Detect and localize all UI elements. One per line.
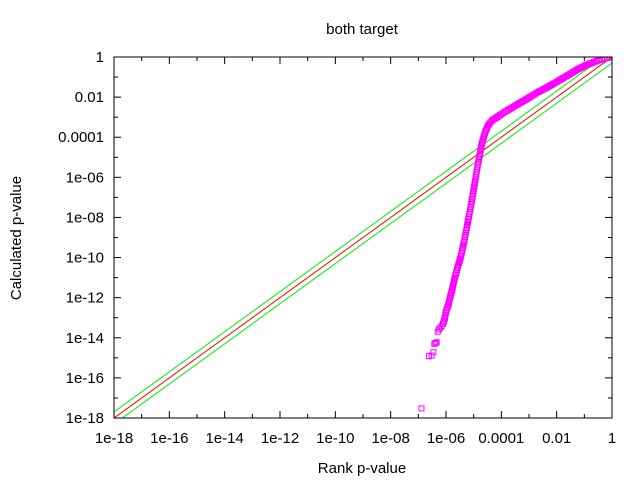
y-tick-label: 1e-10 [66,250,104,267]
y-tick-label: 1e-06 [66,169,104,186]
reference-line [114,57,612,418]
y-tick-label: 1e-14 [66,330,104,347]
y-tick-label: 1e-12 [66,290,104,307]
y-axis-title: Calculated p-value [8,176,25,300]
axis-ticks: 1e-18 1e-16 1e-14 1e-12 1e-10 1e-08 1e-06 0.000… [58,49,616,447]
plot-frame [113,56,613,419]
y-tick-label: 1e-18 [66,410,104,427]
data-point [430,349,437,356]
y-tick-label: 0.0001 [58,129,104,146]
x-axis-title: Rank p-value [318,460,406,477]
x-tick-label: 0.0001 [478,430,524,447]
y-tick-label: 1e-08 [66,209,104,226]
x-tick-label: 1e-12 [261,430,299,447]
x-tick-label: 1e-08 [371,430,409,447]
y-tick-label: 0.01 [75,89,104,106]
data-point [428,352,435,359]
x-tick-label: 0.01 [542,430,571,447]
plot-series [114,57,612,418]
data-point [433,339,440,346]
y-tick-label: 1e-16 [66,370,104,387]
data-point [432,339,439,346]
x-tick-label: 1e-14 [205,430,243,447]
x-tick-label: 1 [608,430,616,447]
x-tick-label: 1e-06 [427,430,465,447]
x-tick-label: 1e-18 [95,430,133,447]
reference-line [121,62,612,418]
y-tick-label: 1 [96,49,104,66]
reference-line [114,57,605,413]
x-tick-label: 1e-16 [150,430,188,447]
x-tick-label: 1e-10 [316,430,354,447]
data-point [418,405,425,412]
chart-title: both target [326,21,399,38]
